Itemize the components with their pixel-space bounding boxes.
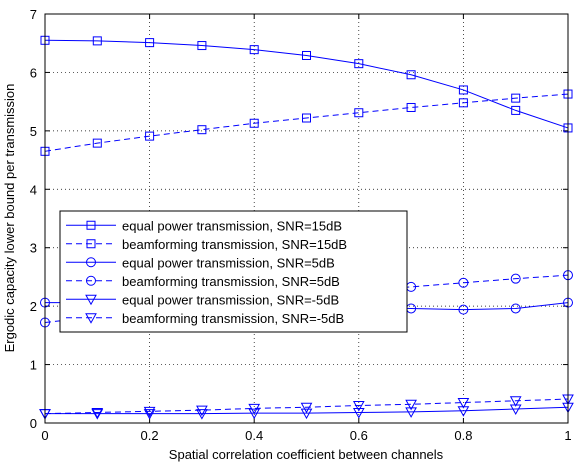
series-1-point bbox=[458, 85, 468, 95]
series-6-point bbox=[457, 398, 470, 409]
series-1-point bbox=[197, 41, 207, 51]
series-5-point bbox=[91, 409, 104, 420]
series-5-point bbox=[405, 407, 417, 418]
series-5-point bbox=[352, 407, 365, 419]
legend: equal power transmission, SNR=15dB beamfo… bbox=[59, 210, 408, 333]
series-2-point bbox=[458, 98, 468, 108]
series-1-point bbox=[302, 50, 311, 60]
y-tick-label: 5 bbox=[30, 124, 37, 139]
x-tick-label: 0.4 bbox=[245, 428, 263, 443]
series-5-point bbox=[196, 409, 208, 420]
series-4-point bbox=[458, 277, 469, 288]
series-line-6 bbox=[44, 398, 569, 415]
y-tick-label: 4 bbox=[30, 182, 37, 197]
series-5-point bbox=[248, 408, 261, 420]
series-1-point bbox=[511, 105, 521, 115]
legend-marker-5 bbox=[85, 294, 97, 306]
x-axis-label: Spatial correlation coefficient between … bbox=[169, 447, 444, 462]
series-1-point bbox=[406, 70, 416, 80]
series-4-point bbox=[510, 273, 521, 284]
series-6-point bbox=[91, 407, 104, 419]
y-axis-label: Ergodic capacity lower bound per transmi… bbox=[2, 84, 17, 353]
series-3-point bbox=[458, 304, 469, 315]
legend-label-2: beamforming transmission, SNR=15dB bbox=[122, 237, 347, 252]
legend-marker-4 bbox=[86, 275, 96, 286]
series-line-1 bbox=[44, 39, 569, 129]
legend-label-5: equal power transmission, SNR=-5dB bbox=[122, 292, 339, 307]
series-2-point bbox=[249, 118, 259, 128]
legend-label-6: beamforming transmission, SNR=-5dB bbox=[122, 311, 344, 326]
legend-marker-2 bbox=[86, 239, 96, 249]
y-tick-label: 3 bbox=[30, 241, 37, 256]
series-2-point bbox=[302, 113, 311, 123]
legend-label-4: beamforming transmission, SNR=5dB bbox=[122, 274, 340, 289]
series-6-point bbox=[509, 396, 522, 407]
plot-frame bbox=[44, 13, 569, 424]
series-2-point bbox=[92, 138, 102, 148]
legend-box bbox=[59, 210, 408, 333]
series-2-point bbox=[145, 131, 155, 141]
y-tick-label: 2 bbox=[30, 299, 37, 314]
x-tick-label: 0 bbox=[41, 428, 48, 443]
series-6-point bbox=[352, 400, 365, 412]
legend-label-1: equal power transmission, SNR=15dB bbox=[122, 218, 342, 233]
series-6-point bbox=[248, 403, 261, 415]
series-line-2 bbox=[44, 93, 569, 152]
x-tick-label: 0.2 bbox=[141, 428, 159, 443]
series-2-point bbox=[354, 108, 364, 118]
series-2-point bbox=[197, 125, 207, 135]
series-5-point bbox=[300, 408, 313, 420]
y-tick-label: 0 bbox=[30, 416, 37, 431]
series-1-point bbox=[249, 45, 259, 55]
series-1-point bbox=[145, 38, 155, 48]
series-6-point bbox=[300, 402, 313, 414]
legend-marker-6 bbox=[85, 313, 97, 324]
x-tick-label: 0.6 bbox=[350, 428, 368, 443]
legend-marker-3 bbox=[86, 257, 96, 268]
x-tick-label: 0.8 bbox=[454, 428, 472, 443]
series-1-point bbox=[92, 36, 102, 46]
y-tick-label: 7 bbox=[30, 7, 37, 22]
series-6-point bbox=[405, 399, 417, 411]
legend-label-3: equal power transmission, SNR=5dB bbox=[122, 255, 335, 270]
y-tick-label: 1 bbox=[30, 358, 37, 373]
series-5-point bbox=[143, 409, 156, 420]
series-2-point bbox=[511, 93, 521, 103]
series-2-point bbox=[406, 102, 416, 112]
series-6-point bbox=[143, 406, 156, 418]
x-tick-label: 1 bbox=[564, 428, 571, 443]
y-tick-label: 6 bbox=[30, 65, 37, 80]
series-1-point bbox=[354, 59, 364, 69]
legend-marker-1 bbox=[86, 220, 96, 230]
series-3-point bbox=[510, 303, 521, 314]
series-6-point bbox=[196, 405, 208, 417]
